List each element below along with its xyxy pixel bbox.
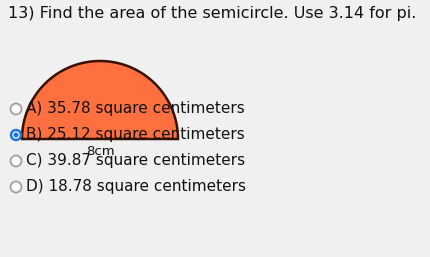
Text: 8cm: 8cm xyxy=(86,145,114,158)
Polygon shape xyxy=(22,61,178,139)
Text: B) 25.12 square centimeters: B) 25.12 square centimeters xyxy=(26,127,245,142)
Text: 13) Find the area of the semicircle. Use 3.14 for pi.: 13) Find the area of the semicircle. Use… xyxy=(8,6,415,21)
Text: D) 18.78 square centimeters: D) 18.78 square centimeters xyxy=(26,179,246,195)
Circle shape xyxy=(10,181,22,192)
Text: A) 35.78 square centimeters: A) 35.78 square centimeters xyxy=(26,102,245,116)
Circle shape xyxy=(14,133,18,137)
Text: C) 39.87 square centimeters: C) 39.87 square centimeters xyxy=(26,153,245,169)
Circle shape xyxy=(10,104,22,115)
Circle shape xyxy=(13,132,19,138)
Circle shape xyxy=(10,155,22,167)
Circle shape xyxy=(10,130,22,141)
